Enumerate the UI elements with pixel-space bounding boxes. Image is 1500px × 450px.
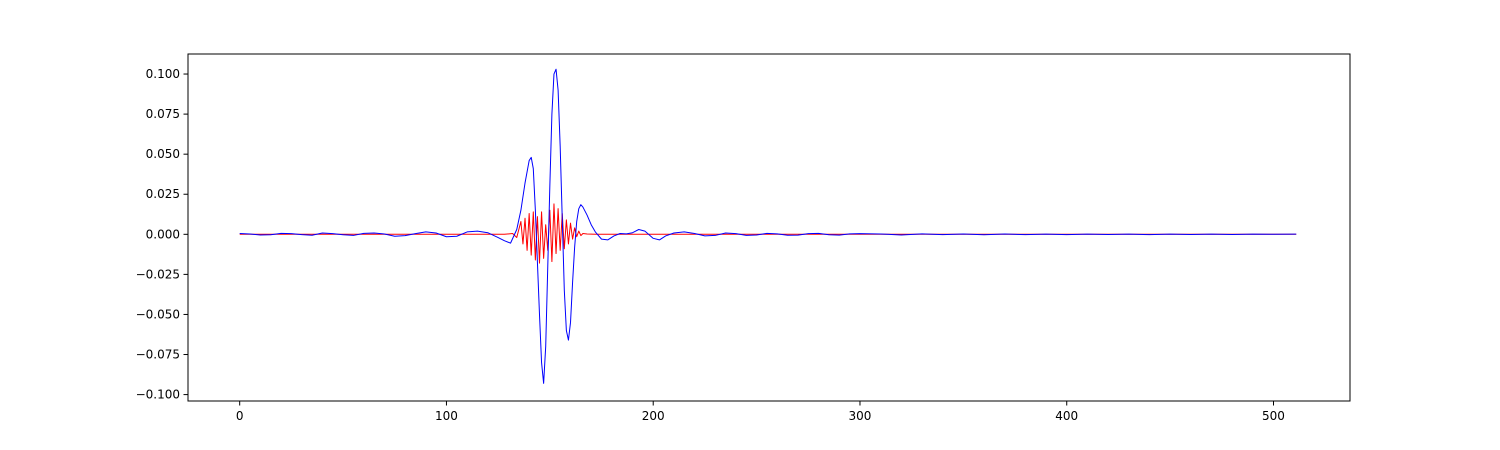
x-axis: 0 100 200 300 400 500 [236,401,1285,423]
series-line-1 [239,203,1297,264]
y-axis: −0.100 −0.075 −0.050 −0.025 0.000 0.025 0.050 0… [136,67,188,402]
y-tick-label: −0.025 [136,267,180,281]
y-tick-label: 0.000 [146,227,180,241]
series-line-0 [239,68,1297,384]
series-layer [239,68,1297,384]
y-tick-label: −0.075 [136,348,180,362]
y-tick-label: 0.075 [146,107,180,121]
x-tick-label: 100 [435,409,458,423]
x-tick-label: 500 [1262,409,1285,423]
y-tick-label: 0.025 [146,187,180,201]
y-tick-label: −0.100 [136,388,180,402]
x-tick-label: 0 [236,409,244,423]
y-tick-label: 0.100 [146,67,180,81]
x-tick-label: 300 [849,409,872,423]
y-tick-label: 0.050 [146,147,180,161]
x-tick-label: 200 [642,409,665,423]
y-tick-label: −0.050 [136,307,180,321]
x-tick-label: 400 [1055,409,1078,423]
plot-frame [187,53,1351,402]
